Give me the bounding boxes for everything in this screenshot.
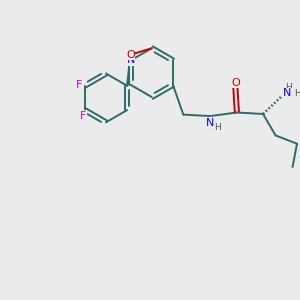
Text: N: N [206,118,214,128]
Text: N: N [127,56,135,65]
Text: H: H [294,89,300,98]
Text: O: O [126,50,135,60]
Text: H: H [286,83,292,92]
Text: F: F [76,80,83,90]
Text: H: H [214,123,221,132]
Text: F: F [80,111,86,121]
Text: N: N [283,88,291,98]
Text: O: O [231,78,240,88]
